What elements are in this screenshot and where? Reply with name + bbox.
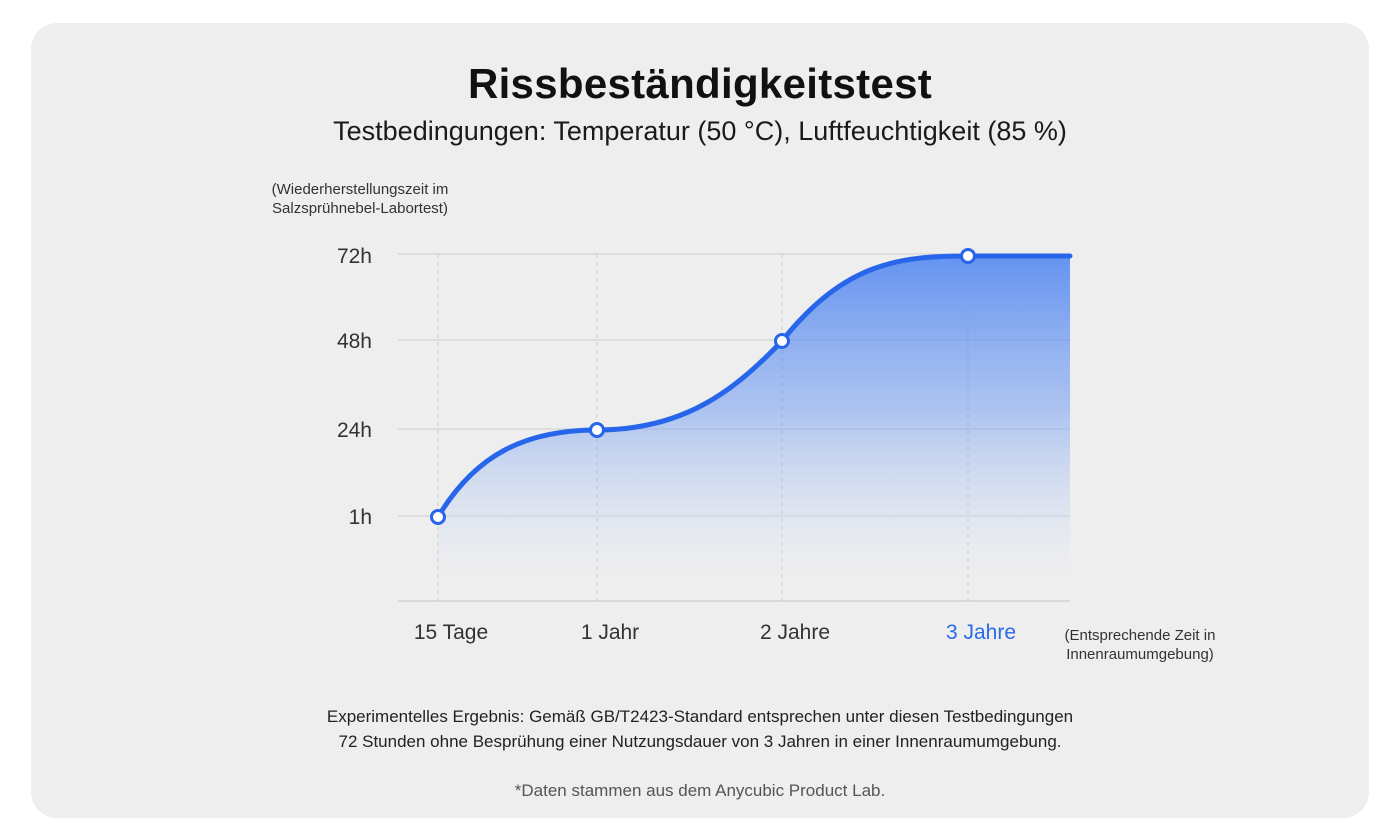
footnote: *Daten stammen aus dem Anycubic Product … [514, 781, 886, 800]
y-axis-label: (Wiederherstellungszeit im Salzsprühnebe… [230, 180, 490, 218]
x-tick-label: 2 Jahre [760, 621, 830, 644]
y-axis-label-line-2: Salzsprühnebel-Labortest) [272, 200, 448, 217]
y-tick-label: 1h [349, 506, 372, 529]
x-tick-label: 15 Tage [414, 621, 488, 644]
x-axis-label: (Entsprechende Zeit in Innenraumumgebung… [1040, 626, 1240, 664]
y-tick-label: 24h [337, 419, 372, 442]
series-line [435, 253, 1073, 520]
result-line-2: 72 Stunden ohne Besprühung einer Nutzung… [338, 732, 1062, 751]
chart-title: Rissbeständigkeitstest [467, 60, 933, 107]
x-tick-label: 3 Jahre [946, 621, 1016, 644]
x-axis-label-line-1: (Entsprechende Zeit in [1064, 627, 1216, 644]
chart-subtitle: Testbedingungen: Temperatur (50 °C), Luf… [333, 116, 1067, 146]
y-tick-label: 48h [337, 330, 372, 353]
result-line-1: Experimentelles Ergebnis: Gemäß GB/T2423… [326, 707, 1074, 726]
data-point [589, 422, 605, 438]
data-point [774, 333, 790, 349]
data-point [960, 248, 976, 264]
y-axis-label-line-1: (Wiederherstellungszeit im [271, 181, 449, 198]
y-tick-label: 72h [337, 245, 372, 268]
x-axis-label-line-2: Innenraumumgebung) [1066, 646, 1214, 663]
data-point [430, 509, 446, 525]
x-tick-label: 1 Jahr [581, 621, 639, 644]
area-fill [438, 256, 1070, 601]
result-text: Experimentelles Ergebnis: Gemäß GB/T2423… [0, 704, 1400, 754]
